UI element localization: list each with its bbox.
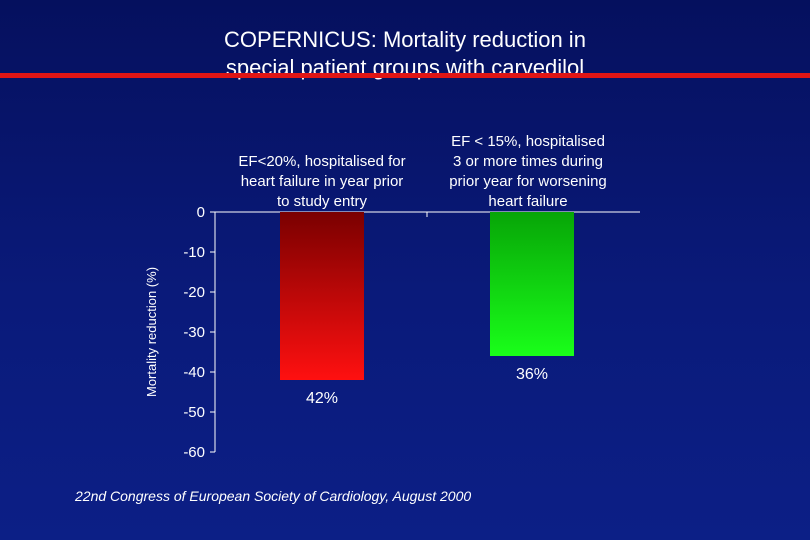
- bar-2: [490, 212, 574, 356]
- category-label-line: heart failure in year prior: [241, 173, 404, 190]
- y-tick-label: -60: [183, 444, 205, 461]
- bar-value-label: 36%: [516, 366, 548, 383]
- category-label: EF<20%, hospitalised for heart failure in…: [238, 153, 405, 210]
- bar-value-label: 42%: [306, 390, 338, 407]
- y-axis-title: Mortality reduction (%): [144, 267, 159, 397]
- category-label-line: heart failure: [488, 193, 567, 210]
- y-tick-label: -10: [183, 244, 205, 261]
- title-line-1: COPERNICUS: Mortality reduction in: [224, 27, 586, 52]
- y-tick-label: -40: [183, 364, 205, 381]
- category-label-line: prior year for worsening: [449, 173, 607, 190]
- category-label-line: 3 or more times during: [453, 153, 603, 170]
- category-label: EF < 15%, hospitalised 3 or more times du…: [449, 133, 607, 210]
- bar-1: [280, 212, 364, 380]
- y-tick-label: -20: [183, 284, 205, 301]
- slide-title: COPERNICUS: Mortality reduction in speci…: [0, 26, 810, 82]
- y-tick-label: -30: [183, 324, 205, 341]
- category-label-line: to study entry: [277, 193, 368, 210]
- y-tick-label: 0: [197, 204, 205, 221]
- y-tick-label: -50: [183, 404, 205, 421]
- category-label-line: EF<20%, hospitalised for: [238, 153, 405, 170]
- source-footnote: 22nd Congress of European Society of Car…: [75, 488, 472, 504]
- title-underline-rule: [0, 73, 810, 78]
- category-label-line: EF < 15%, hospitalised: [451, 133, 605, 150]
